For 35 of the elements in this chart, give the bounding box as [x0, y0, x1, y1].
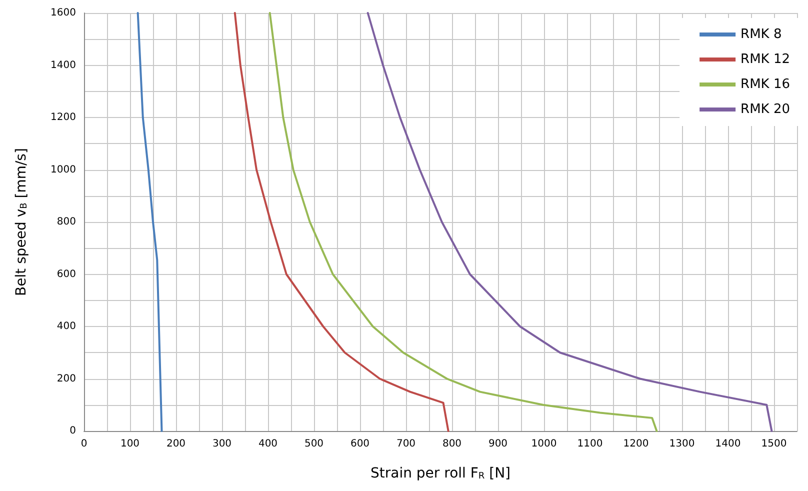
line-series [366, 12, 773, 432]
x-tick-label: 400 [258, 438, 278, 450]
x-tick-label: 500 [304, 438, 324, 450]
x-tick-label: 700 [396, 438, 416, 450]
y-tick-label: 200 [56, 373, 76, 384]
y-tick-label: 0 [70, 426, 76, 436]
x-tick-label: 300 [212, 438, 232, 450]
x-tick-label: 1300 [669, 438, 695, 450]
x-axis-title: Strain per roll FR [N] [370, 466, 511, 482]
legend-label: RMK 12 [740, 52, 790, 67]
y-tick-label: 400 [56, 321, 76, 332]
x-tick-label: 900 [488, 438, 508, 450]
x-tick-label: 800 [442, 438, 462, 450]
x-tick-label: 1100 [577, 438, 603, 450]
y-axis-title: Belt speed vB [mm/s] [14, 148, 30, 296]
line-series [136, 12, 163, 432]
x-tick-label: 1200 [623, 438, 649, 450]
line-series [234, 12, 450, 432]
legend-label: RMK 8 [740, 27, 782, 42]
legend-label: RMK 16 [740, 77, 790, 92]
x-tick-label: 100 [120, 438, 140, 450]
x-tick-label: 1000 [531, 438, 557, 450]
x-tick-label: 1500 [761, 438, 787, 450]
y-tick-label: 1400 [50, 60, 76, 71]
x-tick-label: 0 [80, 438, 88, 450]
x-tick-label: 600 [350, 438, 370, 450]
line-series [268, 12, 658, 432]
y-tick-label: 800 [56, 216, 76, 228]
y-tick-label: 1600 [50, 8, 76, 18]
y-tick-label: 600 [56, 268, 76, 280]
x-tick-label: 200 [166, 438, 186, 450]
y-tick-label: 1000 [50, 164, 76, 176]
legend-label: RMK 20 [740, 102, 790, 117]
x-tick-label: 1400 [715, 438, 741, 450]
y-tick-label: 1200 [50, 112, 76, 123]
